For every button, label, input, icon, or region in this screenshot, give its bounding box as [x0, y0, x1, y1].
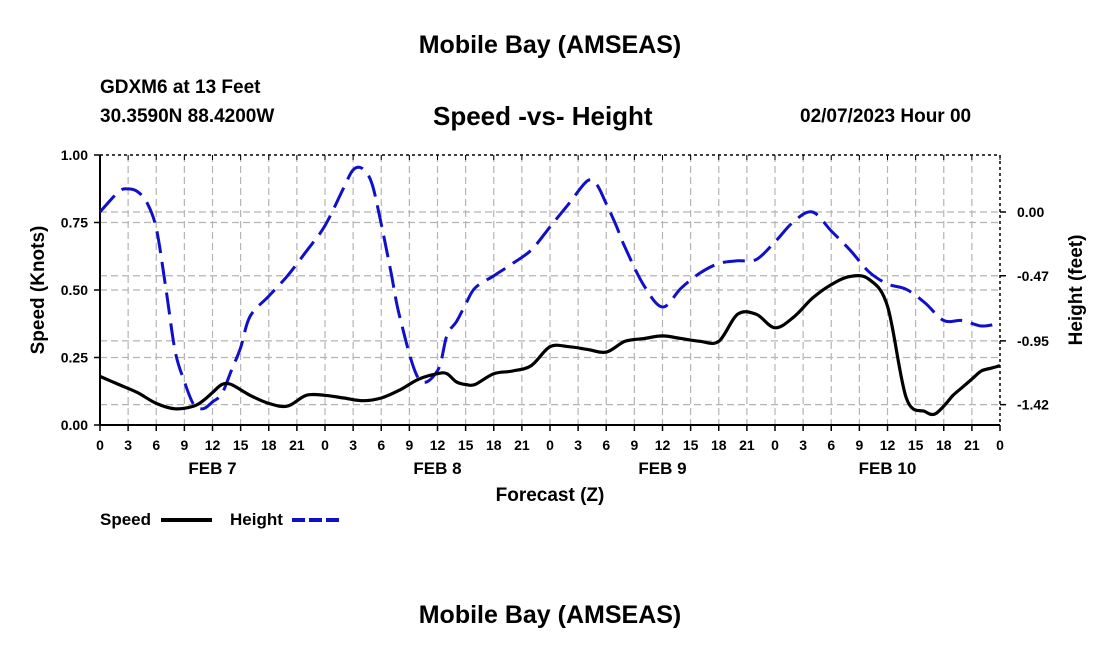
x-tick-label: 6 [377, 437, 385, 453]
x-tick-label: 3 [349, 437, 357, 453]
y2-tick-label: -0.47 [1017, 268, 1049, 284]
y2-axis-title: Height (feet) [1066, 235, 1087, 346]
x-tick-label: 0 [321, 437, 329, 453]
x-tick-label: 3 [574, 437, 582, 453]
x-tick-label: 9 [180, 437, 188, 453]
y-axis-title: Speed (Knots) [28, 226, 49, 355]
x-tick-label: 15 [683, 437, 699, 453]
date-label: FEB 8 [413, 459, 461, 478]
legend-label-speed: Speed [100, 510, 151, 529]
x-tick-label: 12 [430, 437, 446, 453]
date-label: FEB 10 [859, 459, 917, 478]
date-label: FEB 9 [638, 459, 686, 478]
chart-subtitle: Speed -vs- Height [433, 101, 653, 131]
y-tick-label: 0.75 [61, 215, 88, 231]
x-tick-label: 9 [630, 437, 638, 453]
page-title: Mobile Bay (AMSEAS) [418, 31, 682, 59]
axes [94, 154, 1006, 431]
x-tick-label: 21 [964, 437, 980, 453]
axis-labels: 0 3 6 9 12 15 18 21 0 3 6 9 12 15 18 21 0 3 6 9 12 15 18 21 0 3 6 9… [28, 147, 1087, 506]
y-tick-label: 0.50 [61, 282, 88, 298]
x-axis-title: Forecast (Z) [496, 485, 605, 506]
speed-series-line [99, 274, 1001, 417]
x-tick-label: 18 [261, 437, 277, 453]
x-tick-label: 12 [880, 437, 896, 453]
y2-tick-label: -0.95 [1017, 333, 1049, 349]
x-tick-label: 18 [936, 437, 952, 453]
x-tick-label: 18 [486, 437, 502, 453]
x-tick-label: 15 [458, 437, 474, 453]
y-tick-label: 0.25 [61, 350, 88, 366]
y2-tick-label: 0.00 [1017, 204, 1044, 220]
x-tick-label: 12 [655, 437, 671, 453]
y2-tick-label: -1.42 [1017, 397, 1049, 413]
height-series-line [98, 165, 1001, 411]
x-tick-label: 0 [996, 437, 1004, 453]
x-tick-label: 12 [205, 437, 221, 453]
date-label: FEB 7 [188, 459, 236, 478]
run-time-label: 02/07/2023 Hour 00 [800, 106, 972, 127]
x-tick-label: 0 [771, 437, 779, 453]
x-tick-label: 21 [514, 437, 530, 453]
next-panel-title: Mobile Bay (AMSEAS) [418, 601, 682, 629]
x-tick-label: 3 [124, 437, 132, 453]
x-tick-label: 0 [96, 437, 104, 453]
x-tick-label: 9 [405, 437, 413, 453]
x-tick-label: 6 [152, 437, 160, 453]
legend: Speed Height [100, 510, 343, 529]
y-tick-label: 0.00 [61, 417, 88, 433]
x-tick-label: 15 [908, 437, 924, 453]
x-tick-label: 21 [739, 437, 755, 453]
station-label: GDXM6 at 13 Feet [100, 77, 261, 98]
y-tick-label: 1.00 [61, 147, 88, 163]
x-tick-label: 0 [546, 437, 554, 453]
coordinates-label: 30.3590N 88.4200W [100, 106, 275, 127]
x-tick-label: 3 [799, 437, 807, 453]
x-tick-label: 6 [827, 437, 835, 453]
x-tick-label: 9 [855, 437, 863, 453]
grid [100, 155, 1000, 425]
x-tick-label: 15 [233, 437, 249, 453]
x-tick-label: 21 [289, 437, 305, 453]
legend-label-height: Height [230, 510, 283, 529]
x-tick-label: 6 [602, 437, 610, 453]
x-tick-label: 18 [711, 437, 727, 453]
series-lines [98, 165, 1001, 417]
